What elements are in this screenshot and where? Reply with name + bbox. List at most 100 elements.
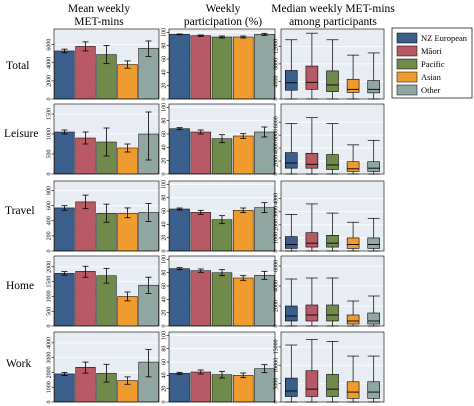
y-tick-label: 60: [162, 131, 168, 137]
box-nz-european: [285, 152, 298, 169]
y-tick-label: 600: [47, 201, 53, 210]
y-tick-label: 800: [47, 186, 53, 195]
panel-mean-met-mins-home: 0 500 1000 1500 2000: [47, 255, 160, 328]
y-tick-label: 40: [162, 372, 168, 378]
y-tick-label: 200: [47, 231, 53, 240]
panel-participation-pct-total: 0 20 40 60 80 100: [162, 28, 276, 101]
column-title-median-met-mins: Median weekly MET-mins among participant…: [271, 3, 395, 28]
box-maori: [305, 370, 319, 397]
y-tick-label: 4000: [274, 142, 280, 154]
y-tick-label: 0: [274, 325, 280, 328]
box-other: [367, 161, 380, 172]
y-tick-label: 0: [162, 173, 168, 176]
panel-frame: [280, 331, 385, 403]
y-tick-label: 40: [162, 221, 168, 227]
row-label-home: Home: [6, 280, 34, 292]
y-tick-label: 0: [47, 98, 53, 101]
y-tick-label: 80: [162, 118, 168, 124]
bar-asian: [232, 135, 254, 175]
box-other: [367, 80, 380, 94]
bar-maori: [190, 371, 212, 403]
row-label-leisure: Leisure: [4, 128, 38, 140]
panel-frame: [168, 331, 276, 403]
panel-participation-pct-work: 0 20 40 60 80 100: [162, 331, 276, 404]
bar-pacific: [211, 219, 233, 252]
bar-nz-european: [169, 208, 190, 252]
y-tick-label: 5000: [274, 378, 280, 390]
bar-maori: [190, 131, 212, 175]
y-tick-label: 20: [162, 83, 168, 89]
panel-frame: [168, 180, 276, 252]
panel-mean-met-mins-work: 0 1000 2000 3000 4000: [47, 331, 160, 404]
bar-asian: [232, 36, 254, 100]
panel-frame: [53, 103, 160, 175]
y-tick-label: 0: [274, 250, 280, 253]
y-tick-label: 80: [162, 346, 168, 352]
y-tick-label: 10000: [274, 358, 280, 373]
small-multiples-panels: 0200040006000020406080100040008000120000…: [47, 28, 385, 404]
panel-frame: [53, 255, 160, 327]
y-tick-label: 1000: [47, 381, 53, 393]
box-asian: [346, 314, 360, 325]
y-tick-label: 500: [47, 307, 53, 316]
bar-maori: [190, 212, 212, 252]
box-asian: [346, 381, 360, 399]
box-nz-european: [285, 70, 298, 91]
column-title-median-met-mins-line1: Median weekly MET-mins: [271, 3, 395, 15]
legend-label-other: Other: [421, 85, 441, 95]
legend-swatch-maori: [396, 45, 418, 57]
box-pacific: [326, 235, 339, 248]
panel-participation-pct-home: 0 20 40 60 80 100: [162, 255, 276, 328]
y-tick-label: 4000: [274, 75, 280, 87]
bar-pacific: [211, 138, 233, 175]
bar-other: [254, 275, 275, 327]
box-pacific: [326, 304, 339, 322]
legend: NZ European Māori Pacific Asian Other: [391, 27, 473, 99]
y-tick-label: 0: [162, 98, 168, 101]
bar-other: [254, 207, 275, 252]
y-tick-label: 2000: [274, 300, 280, 312]
y-tick-label: 60: [162, 208, 168, 214]
column-title-median-met-mins-line2: among participants: [289, 16, 377, 28]
y-tick-label: 20: [162, 158, 168, 164]
bar-other: [254, 131, 275, 175]
panel-frame: [53, 28, 160, 100]
panel-frame: [280, 103, 385, 175]
bar-asian: [232, 277, 254, 327]
bar-maori: [75, 271, 96, 327]
y-tick-label: 8000: [274, 116, 280, 128]
legend-swatch-pacific: [396, 58, 418, 70]
panel-participation-pct-travel: 0 20 40 60 80 100: [162, 180, 276, 253]
panel-participation-pct-leisure: 0 20 40 60 80 100: [162, 103, 276, 176]
legend-label-pacific: Pacific: [421, 59, 445, 69]
bar-nz-european: [54, 50, 75, 100]
y-tick-label: 40: [162, 296, 168, 302]
y-tick-label: 2000: [274, 155, 280, 167]
y-tick-label: 4000: [274, 193, 280, 205]
box-other: [367, 381, 380, 399]
column-title-participation-line2: participation (%): [184, 16, 262, 28]
y-tick-label: 3000: [274, 206, 280, 218]
bar-other: [254, 34, 275, 100]
y-tick-label: 100: [162, 255, 168, 264]
y-tick-label: 40: [162, 69, 168, 75]
legend-swatch-asian: [396, 71, 418, 83]
y-tick-label: 1000: [47, 290, 53, 302]
y-tick-label: 0: [274, 173, 280, 176]
bar-pacific: [211, 36, 233, 100]
y-tick-label: 0: [47, 250, 53, 253]
y-tick-label: 0: [47, 401, 53, 404]
panel-mean-met-mins-total: 0 2000 4000 6000: [47, 28, 160, 101]
y-tick-label: 2000: [274, 219, 280, 231]
panel-frame: [168, 28, 276, 100]
box-asian: [346, 78, 360, 93]
y-tick-label: 60: [162, 359, 168, 365]
legend-label-nz-european: NZ European: [421, 33, 468, 43]
box-asian: [346, 161, 360, 172]
y-tick-label: 60: [162, 283, 168, 289]
y-tick-label: 40: [162, 144, 168, 150]
y-tick-label: 80: [162, 195, 168, 201]
column-title-participation: Weekly participation (%): [184, 3, 262, 28]
